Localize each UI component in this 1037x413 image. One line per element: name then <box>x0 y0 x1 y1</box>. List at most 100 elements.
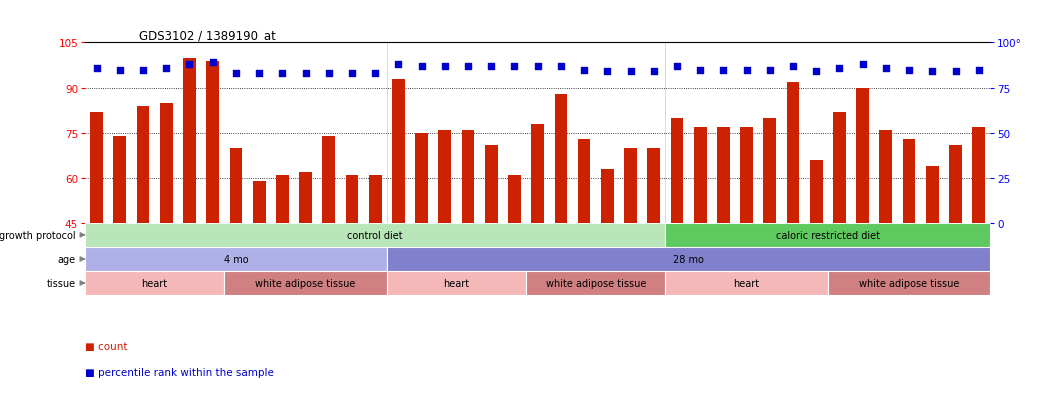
Bar <box>926 166 938 223</box>
Bar <box>392 79 404 223</box>
Bar <box>461 131 475 223</box>
Bar <box>763 119 777 223</box>
Point <box>459 64 476 70</box>
Point <box>576 67 592 74</box>
Point <box>785 64 802 70</box>
Point <box>204 60 221 66</box>
Point <box>808 69 824 76</box>
Point <box>831 65 847 72</box>
Bar <box>555 94 567 223</box>
Bar <box>85 271 224 295</box>
Bar <box>857 88 869 223</box>
Bar <box>206 62 219 223</box>
Bar <box>694 127 706 223</box>
Point <box>274 71 290 77</box>
Bar <box>531 124 544 223</box>
Bar <box>224 271 387 295</box>
Bar <box>526 271 666 295</box>
Point <box>622 69 639 76</box>
Point <box>761 67 778 74</box>
Text: tissue: tissue <box>47 278 76 288</box>
Bar <box>253 181 265 223</box>
Point <box>367 71 384 77</box>
Point <box>971 67 987 74</box>
Bar <box>902 139 916 223</box>
Point <box>599 69 616 76</box>
Point <box>738 67 755 74</box>
Text: caloric restricted diet: caloric restricted diet <box>776 230 879 240</box>
Point <box>529 64 545 70</box>
Text: 28 mo: 28 mo <box>673 254 704 264</box>
Text: ■ count: ■ count <box>85 341 128 351</box>
Bar <box>439 131 451 223</box>
Bar <box>787 82 800 223</box>
Point <box>854 62 871 68</box>
Bar <box>647 148 661 223</box>
Bar <box>600 169 614 223</box>
Bar <box>810 160 822 223</box>
Bar <box>666 223 990 247</box>
Bar <box>671 119 683 223</box>
Text: age: age <box>58 254 76 264</box>
Bar <box>949 145 962 223</box>
Point <box>716 67 732 74</box>
Bar <box>624 148 637 223</box>
Bar <box>740 127 753 223</box>
Text: ■ percentile rank within the sample: ■ percentile rank within the sample <box>85 368 274 377</box>
Bar <box>717 127 730 223</box>
Bar <box>299 172 312 223</box>
Point <box>298 71 314 77</box>
Point <box>947 69 963 76</box>
Point <box>343 71 360 77</box>
Point <box>181 62 198 68</box>
Point <box>88 65 105 72</box>
Point <box>251 71 268 77</box>
Point <box>645 69 662 76</box>
Bar <box>90 112 103 223</box>
Bar <box>879 131 892 223</box>
Bar <box>666 271 828 295</box>
Text: GDS3102 / 1389190_at: GDS3102 / 1389190_at <box>139 29 276 42</box>
Bar <box>369 176 382 223</box>
Bar <box>137 106 149 223</box>
Bar <box>276 176 288 223</box>
Bar <box>508 176 521 223</box>
Text: growth protocol: growth protocol <box>0 230 76 240</box>
Text: 4 mo: 4 mo <box>224 254 248 264</box>
Bar <box>973 127 985 223</box>
Point <box>553 64 569 70</box>
Bar <box>323 136 335 223</box>
Text: heart: heart <box>444 278 470 288</box>
Point <box>669 64 685 70</box>
Point <box>135 67 151 74</box>
Bar <box>160 103 173 223</box>
Bar <box>828 271 990 295</box>
Bar <box>833 112 846 223</box>
Bar <box>387 247 990 271</box>
Bar <box>85 223 666 247</box>
Point <box>437 64 453 70</box>
Bar <box>184 58 196 223</box>
Bar <box>387 271 526 295</box>
Point <box>901 67 918 74</box>
Point <box>924 69 941 76</box>
Point <box>414 64 430 70</box>
Point <box>227 71 245 77</box>
Text: control diet: control diet <box>347 230 403 240</box>
Bar <box>415 133 428 223</box>
Text: heart: heart <box>142 278 168 288</box>
Point <box>692 67 708 74</box>
Point <box>483 64 500 70</box>
Bar <box>229 148 243 223</box>
Point <box>506 64 523 70</box>
Text: white adipose tissue: white adipose tissue <box>545 278 646 288</box>
Text: white adipose tissue: white adipose tissue <box>255 278 356 288</box>
Point <box>112 67 129 74</box>
Bar <box>578 139 590 223</box>
Point <box>158 65 174 72</box>
Bar <box>485 145 498 223</box>
Text: white adipose tissue: white adipose tissue <box>859 278 959 288</box>
Point <box>877 65 894 72</box>
Bar <box>113 136 127 223</box>
Bar <box>85 247 387 271</box>
